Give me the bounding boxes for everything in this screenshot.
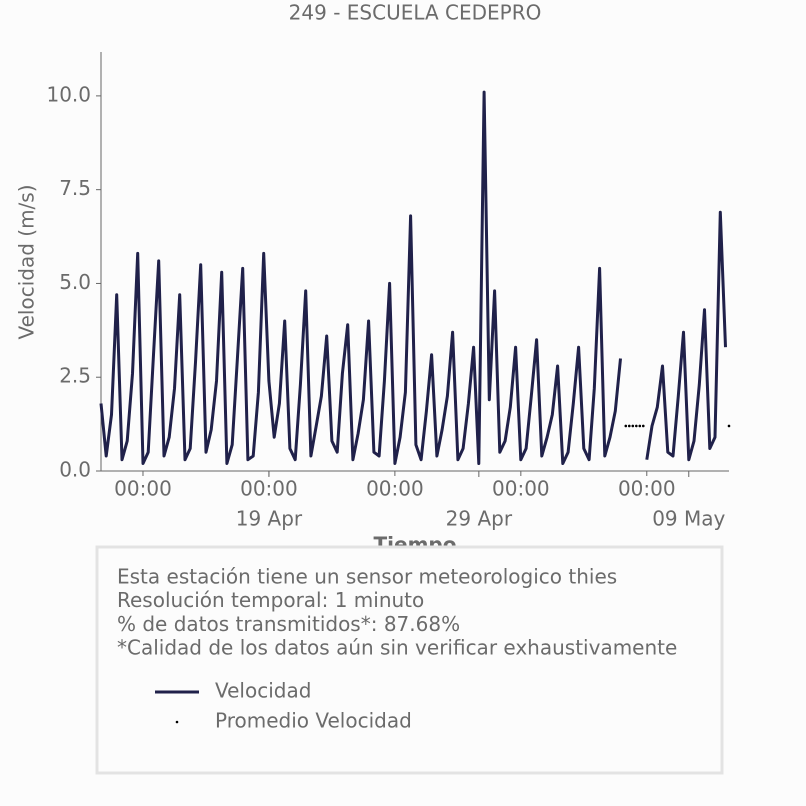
y-tick-label: 0.0 (59, 458, 91, 482)
x-date-label: 29 Apr (446, 507, 513, 531)
x-tick-label: 00:00 (114, 477, 172, 501)
average-point (624, 424, 628, 428)
info-note: *Calidad de los datos aún sin verificar … (117, 636, 677, 660)
info-note: Resolución temporal: 1 minuto (117, 588, 424, 612)
chart-title: 249 - ESCUELA CEDEPRO (289, 1, 542, 25)
info-note: % de datos transmitidos*: 87.68% (117, 612, 460, 636)
average-point (727, 424, 731, 428)
y-tick-label: 5.0 (59, 270, 91, 294)
x-tick-label: 00:00 (366, 477, 424, 501)
average-point (641, 424, 645, 428)
y-tick-label: 10.0 (46, 82, 91, 106)
x-tick-label: 00:00 (240, 477, 298, 501)
x-date-label: 09 May (652, 507, 725, 531)
info-box (95, 545, 724, 775)
y-tick-label: 7.5 (59, 176, 91, 200)
x-tick-label: 00:00 (618, 477, 676, 501)
average-point (631, 424, 635, 428)
average-point (627, 424, 631, 428)
speed-line (99, 90, 727, 465)
average-point (638, 424, 642, 428)
average-point (634, 424, 638, 428)
legend-label: Velocidad (215, 679, 311, 703)
y-axis-label: Velocidad (m/s) (15, 184, 39, 339)
x-date-label: 19 Apr (236, 507, 303, 531)
info-note: Esta estación tiene un sensor meteorolog… (117, 565, 617, 589)
y-tick-label: 2.5 (59, 364, 91, 388)
legend-label: Promedio Velocidad (215, 709, 412, 733)
x-tick-label: 00:00 (492, 477, 550, 501)
legend-marker (175, 720, 179, 724)
